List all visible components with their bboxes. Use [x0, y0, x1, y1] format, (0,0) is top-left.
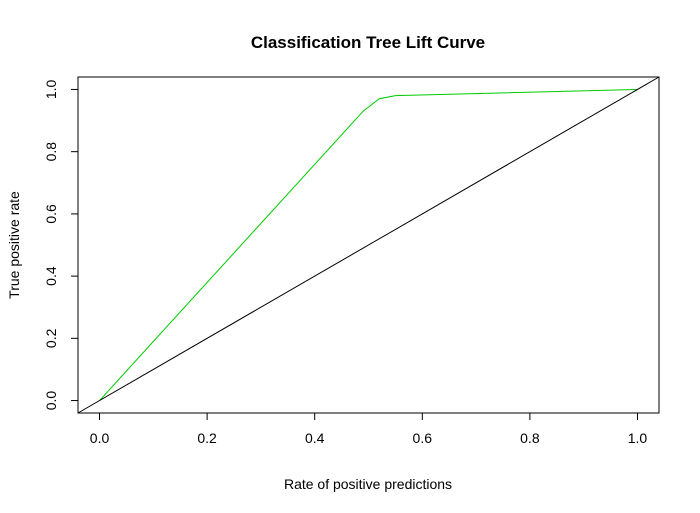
y-axis: 0.0 0.2 0.4 0.6 0.8 1.0: [43, 80, 79, 411]
chart-title: Classification Tree Lift Curve: [251, 33, 485, 52]
x-tick-label: 0.8: [520, 430, 540, 446]
y-tick-label: 0.4: [43, 266, 59, 286]
x-tick-label: 0.6: [413, 430, 433, 446]
x-tick-label: 1.0: [628, 430, 648, 446]
y-tick-label: 0.2: [43, 328, 59, 348]
y-tick-label: 0.6: [43, 204, 59, 224]
x-tick-label: 0.2: [197, 430, 217, 446]
x-axis-label: Rate of positive predictions: [284, 476, 452, 492]
y-tick-label: 0.8: [43, 142, 59, 162]
diagonal-baseline-line: [77, 76, 660, 414]
y-tick-label: 0.0: [43, 391, 59, 411]
x-tick-label: 0.4: [305, 430, 325, 446]
y-tick-label: 1.0: [43, 80, 59, 100]
x-tick-label: 0.0: [90, 430, 110, 446]
y-axis-label: True positive rate: [6, 191, 22, 299]
x-axis: 0.0 0.2 0.4 0.6 0.8 1.0: [90, 412, 648, 446]
lift-curve-line: [99, 88, 638, 401]
series-layer: [77, 76, 660, 414]
